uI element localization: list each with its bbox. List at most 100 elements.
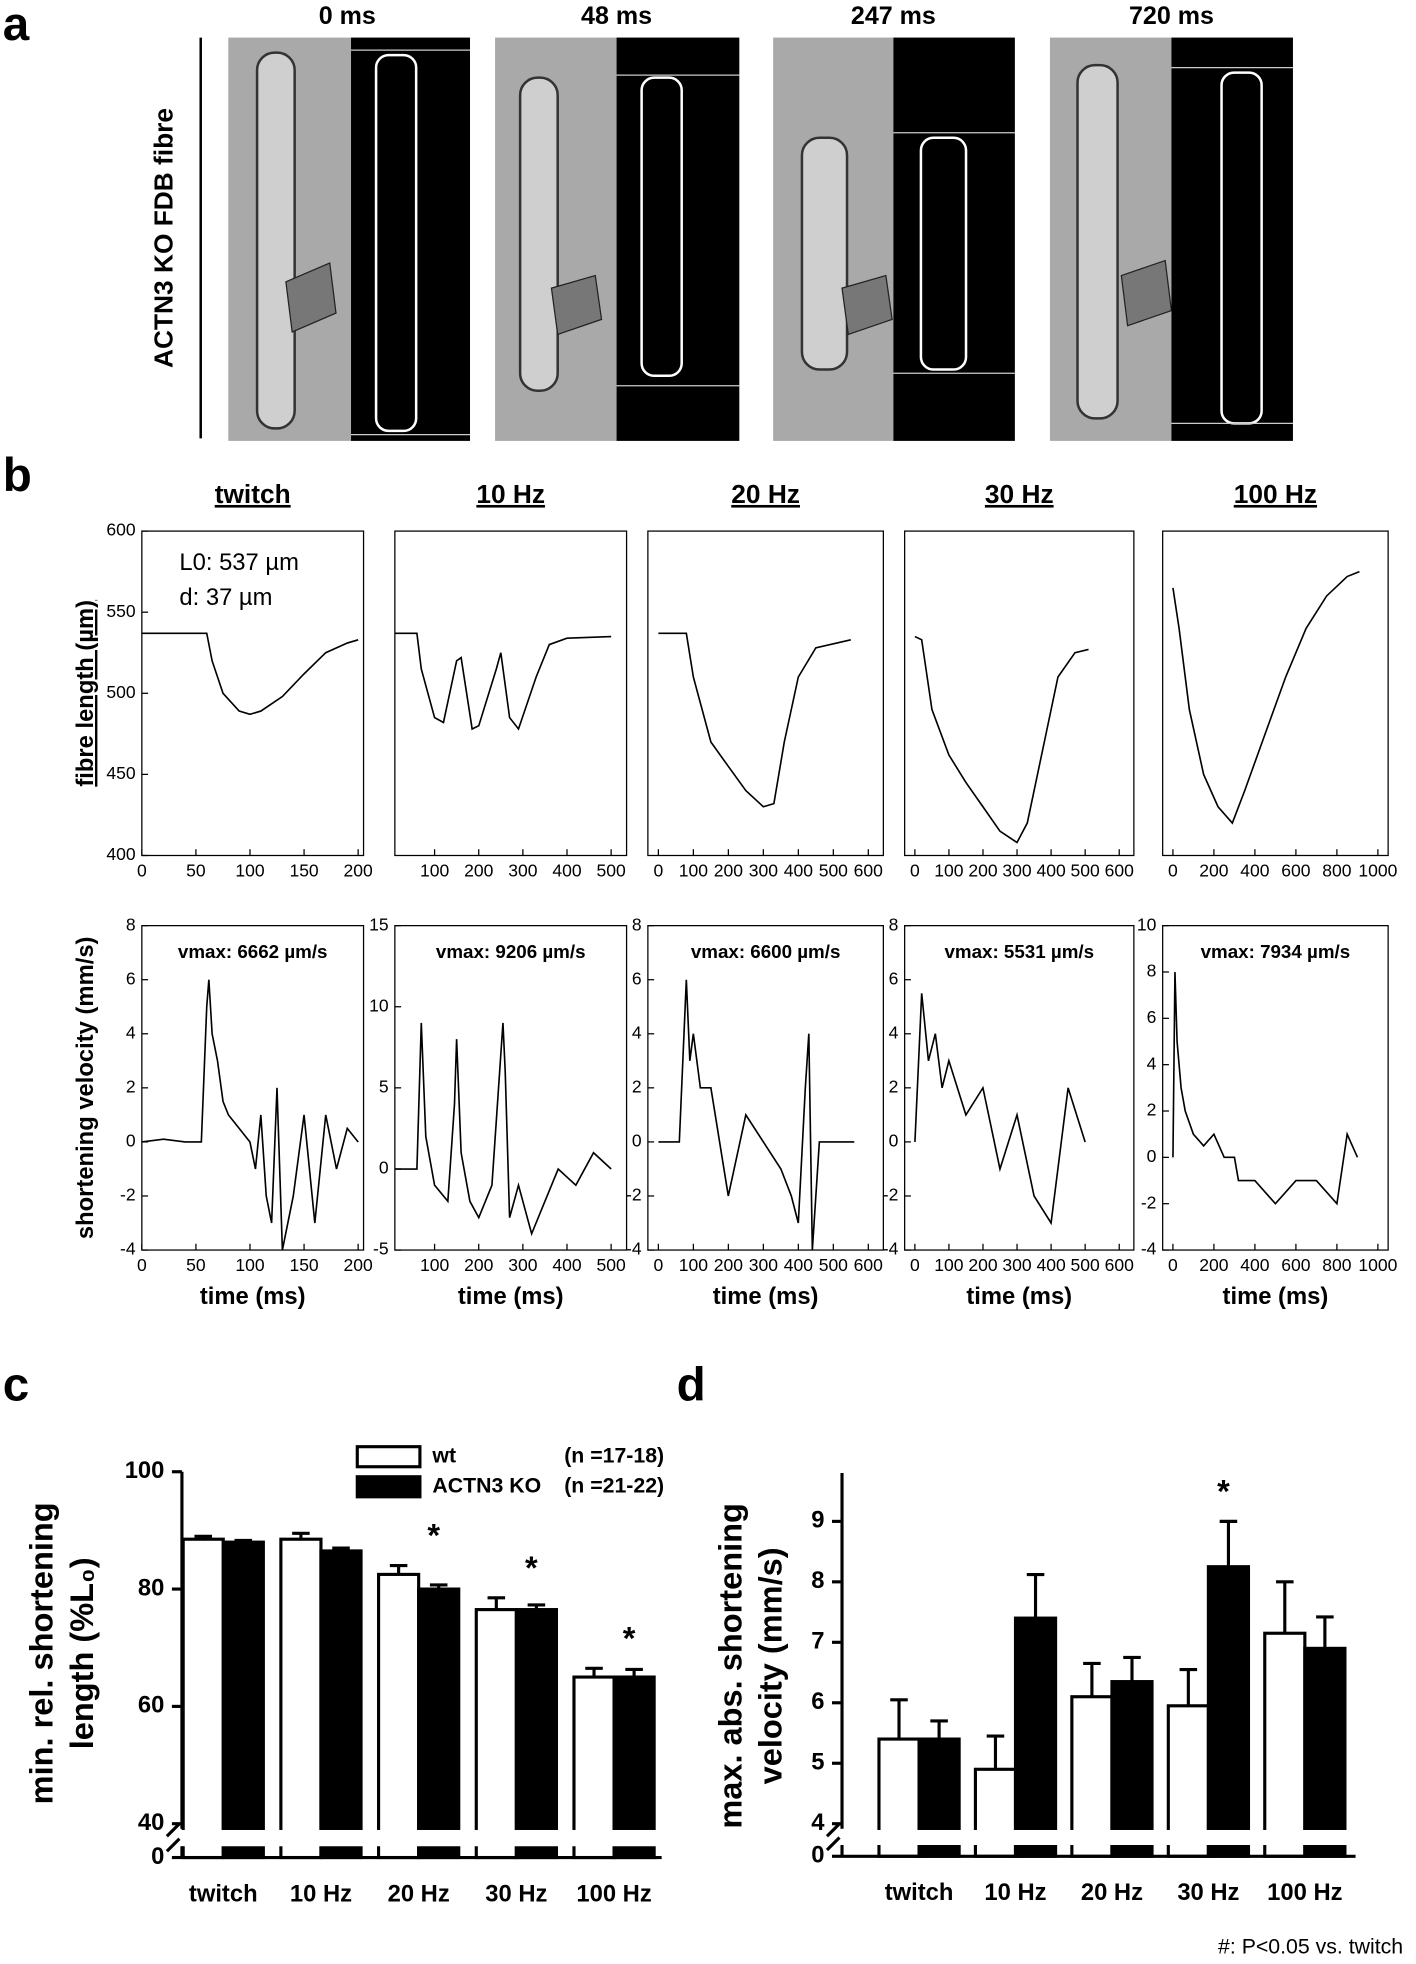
- annotation: vmax: 6600 µm/s: [691, 941, 841, 962]
- x-tick-label: 800: [1322, 860, 1351, 880]
- x-tick-label: 200: [344, 1255, 373, 1275]
- x-tick-label: 400: [1036, 860, 1065, 880]
- plot-frame: [647, 925, 884, 1251]
- x-tick-label: 500: [819, 860, 848, 880]
- x-tick-label: 300: [508, 1255, 537, 1275]
- mask: [893, 37, 1015, 441]
- error-bar: [585, 1666, 603, 1678]
- plot-frame: [904, 530, 1135, 857]
- y-axis-label: velocity (mm/s): [753, 1547, 789, 1784]
- error-bar: [1083, 1661, 1101, 1697]
- y-tick-label: 2: [632, 1076, 642, 1096]
- y-tick-label: -4: [120, 1239, 136, 1259]
- x-tick-label: 400: [784, 1255, 813, 1275]
- bar: [1013, 1616, 1058, 1858]
- y-tick-label: 2: [126, 1076, 136, 1096]
- trace: [914, 635, 1089, 844]
- x-tick-label: 100 Hz: [576, 1880, 651, 1907]
- panel-a: ACTN3 KO FDB fibre: [149, 2, 1293, 441]
- x-tick-label: 0: [910, 1255, 920, 1275]
- x-tick-label: 30 Hz: [1177, 1879, 1239, 1906]
- x-tick-label: 600: [1281, 1255, 1310, 1275]
- fibre: [1076, 63, 1119, 420]
- x-tick-label: 100: [934, 1255, 963, 1275]
- axis-break: [816, 1829, 1369, 1846]
- trace: [914, 993, 1086, 1226]
- frame-label: 720 ms: [1129, 2, 1214, 30]
- y-tick-label: 6: [126, 968, 136, 988]
- significance: *: [525, 1550, 538, 1586]
- y-tick-label: 0: [126, 1131, 136, 1151]
- y-tick-label: 500: [106, 682, 135, 702]
- bar: [221, 1540, 265, 1860]
- annotation: vmax: 7934 µm/s: [1201, 941, 1351, 962]
- trace: [141, 979, 359, 1251]
- trace: [141, 632, 359, 716]
- x-tick-label: 100: [420, 1255, 449, 1275]
- plot-frame: [904, 925, 1135, 1251]
- y-tick-label: -4: [1141, 1239, 1157, 1259]
- axis-break: [156, 1829, 675, 1847]
- x-tick-label: 800: [1322, 1255, 1351, 1275]
- plot-frame: [647, 530, 884, 857]
- y-tick-label: 0: [1147, 1146, 1157, 1166]
- x-tick-label: 100: [235, 1255, 264, 1275]
- panel-label: b: [3, 449, 32, 502]
- chart-title: 100 Hz: [1234, 479, 1317, 509]
- bar: [377, 1572, 421, 1860]
- y-tick-label: 550: [106, 601, 135, 621]
- x-tick-label: twitch: [189, 1880, 258, 1907]
- y-tick-label: 8: [811, 1567, 824, 1594]
- x-tick-label: 500: [819, 1255, 848, 1275]
- significance: *: [1217, 1473, 1230, 1509]
- fibre-mask: [374, 53, 418, 433]
- break-mark: [165, 1822, 181, 1853]
- annotation: vmax: 5531 µm/s: [944, 941, 1094, 962]
- x-tick-label: 150: [289, 860, 318, 880]
- plot-frame: [1162, 530, 1389, 857]
- frame: [228, 37, 471, 441]
- y-tick-label: -2: [883, 1185, 899, 1205]
- x-tick-label: 600: [1105, 1255, 1134, 1275]
- plot-frame: [394, 530, 628, 857]
- frame: [773, 37, 1015, 441]
- fibre: [800, 136, 849, 371]
- x-tick-label: 0: [653, 1255, 663, 1275]
- break-mark: [825, 1822, 841, 1852]
- y-tick-label: 8: [889, 914, 899, 934]
- y-tick-label: 80: [138, 1574, 164, 1601]
- y-tick-label: 2: [889, 1076, 899, 1096]
- error-bar: [1316, 1615, 1334, 1649]
- bar: [1070, 1695, 1114, 1858]
- debris: [841, 274, 893, 336]
- annotation: L0: 537 µm: [179, 549, 298, 576]
- x-tick-label: 400: [1240, 860, 1269, 880]
- frame-label: 0 ms: [319, 2, 376, 30]
- plot-frame: [141, 925, 365, 1251]
- bar: [279, 1537, 323, 1860]
- frame-label: 48 ms: [581, 2, 652, 30]
- footnote: #: P<0.05 vs. twitch: [1218, 1934, 1403, 1958]
- bar: [474, 1608, 518, 1860]
- trace: [394, 1022, 612, 1237]
- y-tick-label: 600: [106, 520, 135, 540]
- x-tick-label: 500: [597, 860, 626, 880]
- panel-a-ylabel: ACTN3 KO FDB fibre: [149, 108, 179, 368]
- y-tick-label: -2: [626, 1185, 642, 1205]
- x-tick-label: 0: [910, 860, 920, 880]
- error-bar: [1026, 1573, 1045, 1619]
- debris: [550, 274, 603, 336]
- y-tick-label: 8: [632, 914, 642, 934]
- error-bar: [487, 1596, 506, 1610]
- annotation: vmax: 9206 µm/s: [436, 941, 586, 962]
- legend-label: wt: [431, 1443, 456, 1467]
- legend-n: (n =17-18): [564, 1443, 664, 1467]
- x-tick-label: twitch: [885, 1879, 954, 1906]
- panel-label: c: [3, 1358, 29, 1411]
- error-bar: [1179, 1667, 1198, 1706]
- y-tick-label: 15: [369, 914, 388, 934]
- error-bar: [292, 1531, 310, 1540]
- x-tick-label: 150: [289, 1255, 318, 1275]
- x-tick-label: 20 Hz: [1081, 1879, 1143, 1906]
